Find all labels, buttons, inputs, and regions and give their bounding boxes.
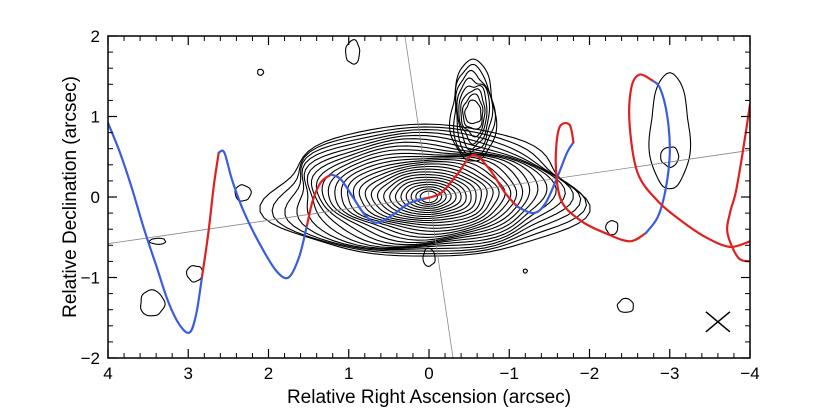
red-curve-segment (554, 121, 647, 243)
y-tick-label: −1 (81, 269, 100, 288)
contour (303, 134, 566, 250)
contour (410, 186, 447, 207)
contour (364, 165, 488, 224)
contour (234, 184, 252, 202)
contour (148, 237, 167, 245)
contour (186, 265, 204, 283)
x-tick-label: 0 (424, 364, 433, 383)
contour (389, 176, 467, 216)
contour (462, 93, 484, 130)
y-axis-title: Relative Declination (arcsec) (60, 76, 81, 318)
blue-curve-segment (330, 173, 427, 224)
contour (660, 146, 680, 168)
y-tick-label: 2 (91, 27, 100, 46)
contour (422, 247, 436, 267)
contour (458, 84, 488, 145)
blue-curve-segment (516, 141, 575, 215)
contour (455, 69, 494, 154)
red-curve-segment (423, 153, 519, 208)
x-tick-label: 2 (264, 364, 273, 383)
beam-cross-line (705, 311, 731, 333)
contour (400, 181, 457, 211)
x-tick-label: −3 (660, 364, 679, 383)
blue-curve-segment (217, 149, 309, 280)
contour (405, 183, 452, 209)
x-tick-label: −1 (500, 364, 519, 383)
axis-ticks (107, 35, 751, 359)
contour (340, 157, 512, 235)
x-tick-label: 4 (103, 364, 112, 383)
y-tick-label: 1 (91, 108, 100, 127)
contour (616, 297, 634, 313)
contour-map (140, 39, 692, 317)
contour (370, 168, 482, 222)
contour (648, 72, 692, 190)
blue-curve-segment (644, 79, 671, 235)
red-curve-segment (200, 151, 220, 279)
x-tick-labels: 4 3 2 1 0 −1 −2 −3 −4 (103, 364, 759, 383)
contour (315, 145, 539, 246)
contour (352, 161, 500, 229)
annotations (705, 311, 731, 333)
contour (605, 220, 619, 236)
contour (259, 123, 591, 257)
x-tick-label: 1 (344, 364, 353, 383)
contour (464, 99, 482, 125)
contour (271, 126, 587, 255)
red-curve-segment (726, 103, 750, 263)
blue-curve-segment (108, 121, 203, 334)
contour (346, 159, 506, 232)
contour (376, 171, 477, 220)
contour (460, 88, 486, 138)
contour (306, 138, 557, 249)
y-tick-labels: −2 −1 0 1 2 (81, 27, 100, 368)
contour (334, 155, 518, 238)
contour (140, 289, 166, 317)
contour (284, 129, 582, 252)
contour (257, 68, 265, 76)
contour (415, 188, 443, 205)
contour (448, 58, 498, 162)
contour (453, 63, 497, 157)
y-tick-label: −2 (81, 349, 100, 368)
contour (345, 39, 361, 65)
y-tick-label: 0 (91, 188, 100, 207)
contour (394, 179, 462, 214)
contour (383, 174, 472, 218)
x-tick-label: −2 (580, 364, 599, 383)
contour (296, 131, 574, 251)
contour (419, 190, 438, 204)
x-tick-label: −4 (740, 364, 759, 383)
contour (522, 268, 528, 274)
red-curve-segment (628, 73, 750, 249)
model-curves (108, 73, 750, 334)
red-curve-segment (305, 173, 333, 227)
x-tick-label: 3 (184, 364, 193, 383)
x-axis-title: Relative Right Ascension (arcsec) (287, 387, 571, 408)
contour (456, 77, 491, 151)
